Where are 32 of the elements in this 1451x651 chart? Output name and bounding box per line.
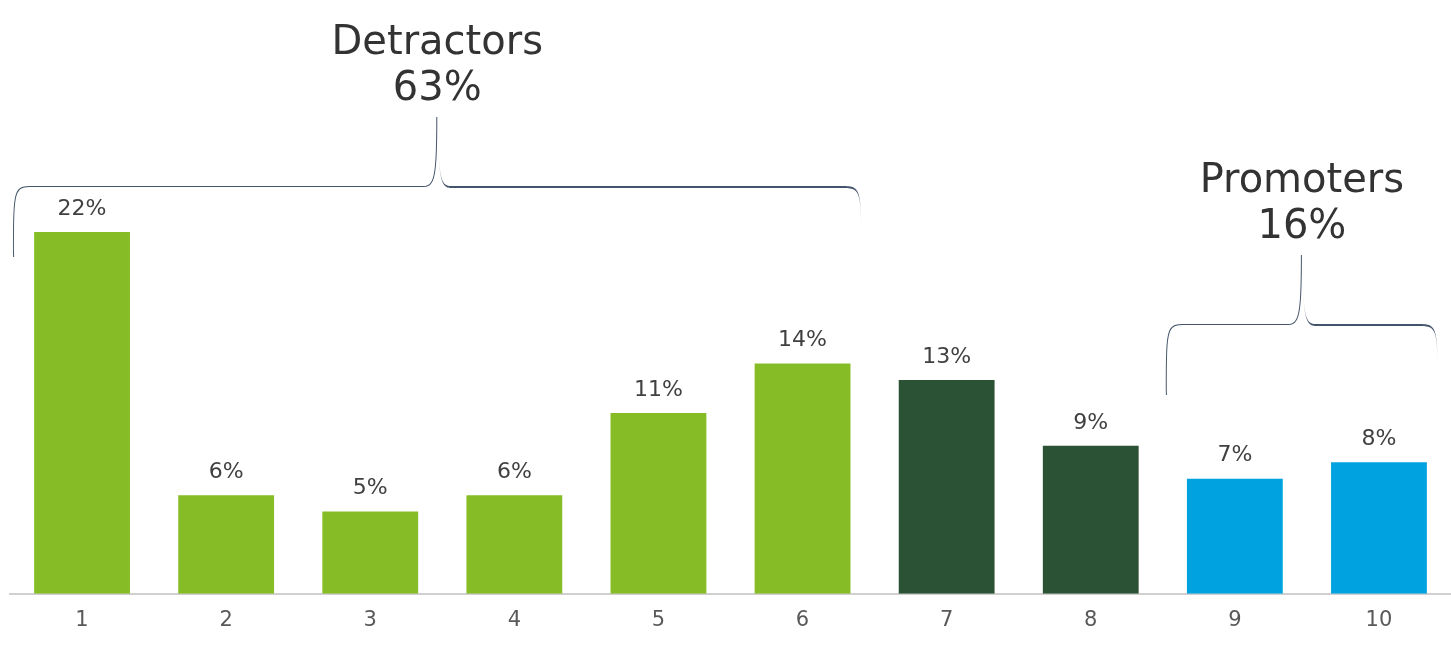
data-label: 8% xyxy=(1361,424,1397,450)
x-tick-label: 8 xyxy=(1084,606,1098,631)
data-label: 9% xyxy=(1073,408,1109,434)
bar xyxy=(34,232,130,594)
bar xyxy=(754,363,851,594)
x-tick-label: 7 xyxy=(939,606,954,631)
x-tick-label: 2 xyxy=(219,606,233,631)
bar xyxy=(1186,478,1283,594)
x-tick-label: 5 xyxy=(651,606,666,631)
bar xyxy=(322,511,419,594)
x-tick-label: 4 xyxy=(507,606,522,631)
annotation: Promoters 16% xyxy=(1199,155,1405,247)
data-label: 5% xyxy=(352,474,388,500)
data-label: 13% xyxy=(922,342,972,368)
bar xyxy=(466,495,563,594)
bar xyxy=(178,495,275,594)
bar xyxy=(898,380,995,594)
bar xyxy=(1331,462,1427,594)
text: Detractors 63% xyxy=(331,17,544,109)
data-label: 22% xyxy=(57,194,107,220)
x-tick-label: 6 xyxy=(795,606,810,631)
x-tick-label: 9 xyxy=(1228,606,1242,631)
x-tick-label: 10 xyxy=(1365,606,1393,631)
data-label: 14% xyxy=(778,326,827,352)
data-label: 6% xyxy=(496,457,532,483)
x-tick-label: 1 xyxy=(75,606,89,631)
data-label: 7% xyxy=(1217,441,1253,467)
data-label: 6% xyxy=(208,457,244,483)
bar xyxy=(610,412,707,594)
x-tick-label: 3 xyxy=(363,606,377,631)
data-label: 11% xyxy=(634,375,683,401)
bar xyxy=(1042,445,1139,594)
